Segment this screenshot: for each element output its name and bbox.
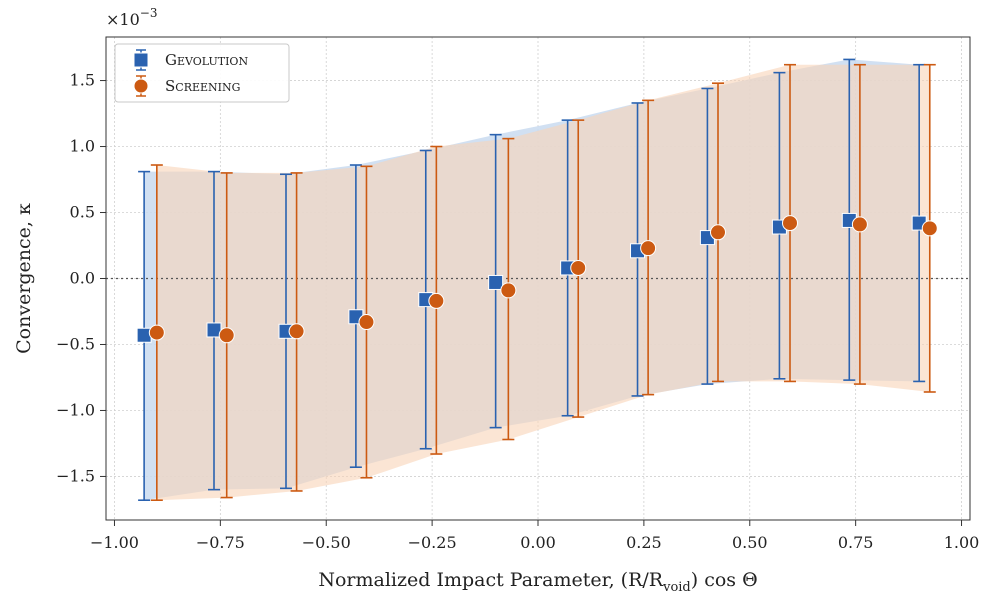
data-point-screening — [570, 259, 587, 276]
legend-entry-gevolution: Gevolution — [133, 49, 248, 71]
x-tick-label: −0.75 — [196, 533, 245, 552]
x-tick-label: −1.00 — [90, 533, 139, 552]
y-tick-label: −1.0 — [56, 400, 95, 419]
legend-marker-square — [133, 52, 149, 68]
legend-marker-circle — [133, 78, 149, 94]
data-point-screening — [288, 323, 305, 340]
legend-entry-screening: Screening — [133, 75, 240, 97]
data-markers — [136, 212, 938, 344]
data-point-screening — [851, 216, 868, 233]
data-point-gevolution — [136, 327, 152, 343]
legend: Gevolution Screening — [114, 43, 290, 103]
error-bands — [144, 59, 930, 501]
x-tick-label: 0.25 — [626, 533, 662, 552]
error-band-screening — [156, 64, 930, 501]
x-tick-label: −0.50 — [302, 533, 351, 552]
x-tick-label: −0.25 — [408, 533, 457, 552]
data-point-screening — [428, 292, 445, 309]
x-tick-label: 0.75 — [838, 533, 874, 552]
legend-box — [114, 43, 290, 103]
data-point-screening — [782, 215, 798, 232]
data-point-screening — [500, 282, 517, 299]
y-axis-multiplier: ×10−3 — [106, 6, 157, 29]
x-axis-label: Normalized Impact Parameter, (R/Rvoid) c… — [318, 569, 757, 595]
y-tick-label: 1.5 — [70, 71, 95, 90]
legend-label-gevolution: Gevolution — [165, 51, 248, 69]
y-tick-label: 1.0 — [70, 137, 95, 156]
y-axis-label: Convergence, κ — [13, 203, 35, 354]
x-tick-label: 1.00 — [944, 533, 980, 552]
data-point-screening — [921, 220, 938, 237]
x-axis-ticks: −1.00 −0.75 −0.50 −0.25 0.00 0.25 0.50 0.75 1.00 — [90, 520, 979, 552]
data-point-screening — [710, 224, 726, 241]
y-tick-label: −1.5 — [56, 466, 95, 485]
data-point-screening — [640, 240, 657, 257]
legend-label-screening: Screening — [165, 77, 240, 95]
data-point-screening — [358, 314, 375, 331]
data-point-gevolution — [488, 274, 504, 290]
data-point-screening — [218, 327, 235, 344]
y-axis-ticks: −1.5 −1.0 −0.5 0.0 0.5 1.0 1.5 — [56, 71, 106, 485]
y-tick-label: −0.5 — [56, 334, 95, 353]
data-point-screening — [148, 324, 165, 341]
x-tick-label: 0.00 — [520, 533, 556, 552]
x-tick-label: 0.50 — [732, 533, 768, 552]
y-tick-label: 0.5 — [70, 203, 95, 222]
y-tick-label: 0.0 — [70, 269, 95, 288]
